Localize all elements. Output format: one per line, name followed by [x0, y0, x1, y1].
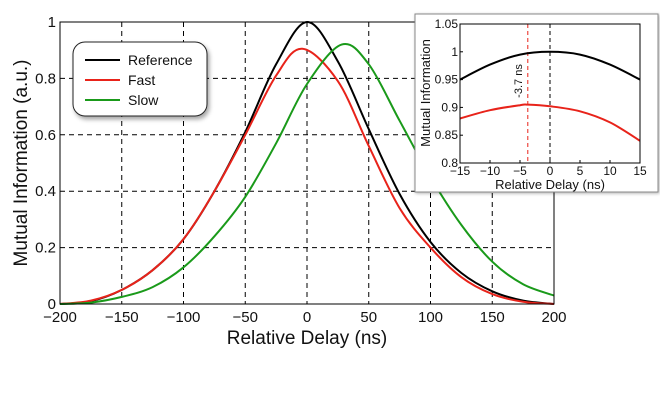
legend-label-slow: Slow: [128, 92, 159, 108]
series-line-fast: [59, 47, 555, 305]
inset-y-tick-label: 0.9: [441, 100, 458, 114]
y-tick-label: 0.6: [35, 127, 56, 144]
inset-x-tick-label: 15: [633, 164, 647, 178]
inset-x-tick-label: 10: [603, 164, 617, 178]
inset-x-tick-label: −10: [480, 164, 501, 178]
inset-x-axis-label: Relative Delay (ns): [495, 177, 605, 192]
x-tick-label: −100: [167, 309, 201, 326]
x-tick-label: 100: [418, 309, 443, 326]
x-tick-label: −150: [105, 309, 139, 326]
x-axis-label: Relative Delay (ns): [227, 328, 388, 349]
inset-x-tick-label: 5: [577, 164, 584, 178]
inset-y-tick-label: 0.95: [435, 73, 459, 87]
legend: Reference Fast Slow: [72, 41, 208, 117]
inset-x-tick-label: −15: [450, 164, 471, 178]
x-tick-label: 50: [360, 309, 377, 326]
x-tick-label: 150: [480, 309, 505, 326]
inset-annotation: -3.7 ns: [513, 64, 525, 98]
inset-y-tick-label: 1.05: [435, 17, 459, 31]
legend-label-fast: Fast: [128, 72, 155, 88]
y-tick-label: 0.2: [35, 240, 56, 257]
inset-x-tick-label: 0: [547, 164, 554, 178]
series-line-slow: [59, 42, 555, 305]
y-tick-label: 1: [48, 14, 56, 31]
inset-y-tick-label: 0.85: [435, 128, 459, 142]
inset-frame: [459, 23, 641, 164]
y-tick-label: 0.8: [35, 70, 56, 87]
inset-y-tick-label: 1: [451, 45, 458, 59]
y-tick-label: 0: [48, 296, 56, 313]
inset-y-tick-label: 0.8: [441, 156, 458, 170]
x-tick-label: −200: [43, 309, 77, 326]
inset: −15 −10 −5 0 5 10 15 0.8 0.85 0.9 0.95 1 1.05 Relati…: [414, 13, 659, 193]
inset-y-axis-label: Mutual Information: [418, 39, 433, 147]
inset-series-reference: [459, 50, 641, 81]
x-tick-label: −50: [233, 309, 258, 326]
y-axis-label: Mutual Information (a.u.): [11, 60, 32, 267]
x-tick-label: 200: [541, 309, 566, 326]
inset-series-fast: [459, 103, 641, 142]
main-plot: −200 −150 −100 −50 0 50 100 150 20000.20.40.60.8…: [35, 14, 566, 326]
y-tick-label: 0.4: [35, 183, 56, 200]
inset-x-tick-label: −5: [513, 164, 527, 178]
x-tick-label: 0: [303, 309, 311, 326]
legend-label-reference: Reference: [128, 52, 193, 68]
